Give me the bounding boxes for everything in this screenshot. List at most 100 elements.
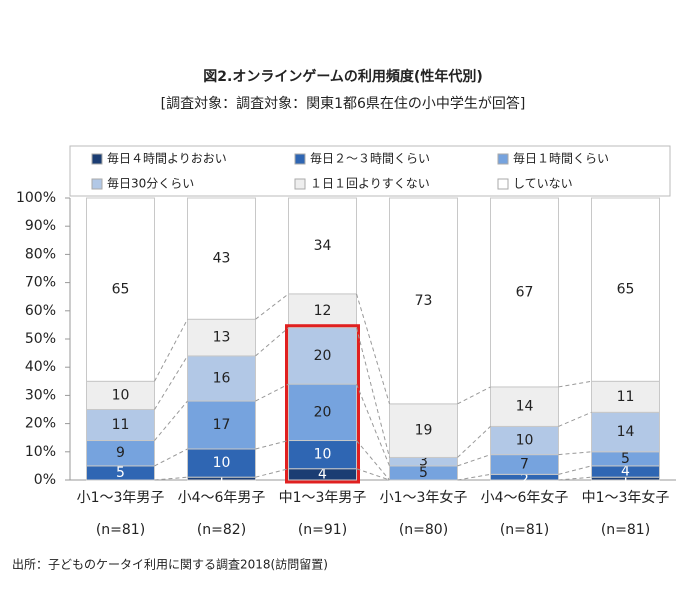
- y-tick-label: 70%: [25, 275, 56, 291]
- value-label: 10: [112, 387, 130, 403]
- value-label: 1: [217, 474, 226, 490]
- y-tick-label: 90%: [25, 218, 56, 234]
- connector-line: [558, 411, 592, 427]
- connector-line: [154, 400, 188, 441]
- value-label: 20: [314, 404, 332, 420]
- bar-segment: [187, 318, 256, 357]
- connector-line: [255, 383, 289, 402]
- value-label: 10: [314, 447, 332, 463]
- sample-size: (n=91): [298, 522, 347, 538]
- chart-subtitle: [調査対象：調査対象：関東1都6県在住の小中学生が回答]: [161, 95, 526, 112]
- connector-line: [457, 386, 491, 405]
- connector-line: [154, 476, 188, 481]
- value-label: 34: [314, 238, 332, 254]
- bar-segment: [187, 197, 256, 320]
- bar-segment: [591, 197, 660, 382]
- value-label: 14: [516, 399, 534, 415]
- bar-segment: [389, 403, 458, 458]
- value-label: 11: [617, 389, 635, 405]
- legend-label: 毎日２～３時間くらい: [310, 151, 430, 166]
- legend-box: [69, 145, 671, 197]
- sample-size: (n=81): [601, 522, 650, 538]
- connector-line: [356, 383, 390, 467]
- connector-line: [255, 440, 289, 450]
- connector-line: [558, 465, 592, 475]
- connector-line: [457, 473, 491, 481]
- value-label: 5: [419, 465, 428, 481]
- legend-swatch: [497, 153, 509, 165]
- legend-swatch: [91, 178, 103, 190]
- value-label: 65: [617, 282, 635, 298]
- connector-line: [255, 468, 289, 478]
- bar-segment: [288, 197, 357, 295]
- y-tick-label: 60%: [25, 303, 56, 319]
- value-label: 13: [213, 330, 231, 346]
- legend-label: 毎日30分くらい: [107, 176, 194, 191]
- connector-line: [154, 448, 188, 467]
- bar-segment: [591, 380, 660, 413]
- sample-size: (n=81): [96, 522, 145, 538]
- y-tick-label: 10%: [25, 444, 56, 460]
- connector-line: [558, 380, 592, 388]
- value-label: 5: [621, 451, 630, 467]
- bar-segment: [187, 400, 256, 450]
- legend-swatch: [294, 153, 306, 165]
- connector-line: [356, 440, 390, 481]
- legend-swatch: [91, 153, 103, 165]
- sample-size: (n=82): [197, 522, 246, 538]
- value-label: 3: [419, 454, 428, 470]
- value-label: 1: [621, 474, 630, 490]
- connector-line: [457, 454, 491, 467]
- x-tick-label: 小1～3年男子: [77, 490, 165, 506]
- connector-line: [255, 327, 289, 357]
- value-label: 19: [415, 423, 433, 439]
- legend-label: １日１回よりすくない: [310, 177, 430, 191]
- value-label: 11: [112, 417, 130, 433]
- y-tick-label: 100%: [16, 190, 56, 206]
- value-label: 10: [213, 455, 231, 471]
- y-tick-label: 50%: [25, 331, 56, 347]
- value-label: 2: [520, 472, 529, 488]
- value-label: 20: [314, 348, 332, 364]
- bar-segment: [86, 380, 155, 410]
- connector-line: [558, 451, 592, 456]
- connector-line: [457, 426, 491, 458]
- value-label: 10: [516, 433, 534, 449]
- bar-segment: [86, 197, 155, 382]
- x-tick-label: 小4～6年男子: [178, 490, 266, 506]
- bar-segment: [288, 383, 357, 442]
- connector-line: [356, 468, 390, 481]
- chart-title: 図2.オンラインゲームの利用頻度(性年代別): [203, 68, 482, 85]
- value-label: 43: [213, 251, 231, 267]
- sample-size: (n=80): [399, 522, 448, 538]
- connector-line: [356, 327, 390, 458]
- y-tick-label: 20%: [25, 416, 56, 432]
- connector-line: [154, 319, 188, 382]
- sample-size: (n=81): [500, 522, 549, 538]
- legend-label: 毎日４時間よりおおい: [107, 151, 227, 166]
- value-label: 7: [520, 456, 529, 472]
- legend-label: 毎日１時間くらい: [513, 151, 609, 166]
- bar-segment: [490, 425, 559, 456]
- value-label: 67: [516, 284, 534, 300]
- y-tick-label: 40%: [25, 359, 56, 375]
- legend-swatch: [294, 178, 306, 190]
- value-label: 9: [116, 445, 125, 461]
- connector-line: [255, 293, 289, 320]
- y-tick-label: 0%: [34, 472, 56, 488]
- value-label: 4: [621, 464, 630, 480]
- value-label: 16: [213, 370, 231, 386]
- bar-segment: [288, 440, 357, 470]
- bar-segment: [288, 327, 357, 385]
- y-tick-label: 80%: [25, 246, 56, 262]
- x-tick-label: 中1～3年男子: [279, 490, 367, 506]
- connector-line: [154, 355, 188, 410]
- bar-segment: [187, 448, 256, 478]
- value-label: 17: [213, 417, 231, 433]
- y-tick-label: 30%: [25, 387, 56, 403]
- value-label: 14: [617, 424, 635, 440]
- connector-line: [558, 476, 592, 481]
- bar-segment: [86, 409, 155, 442]
- value-label: 65: [112, 282, 130, 298]
